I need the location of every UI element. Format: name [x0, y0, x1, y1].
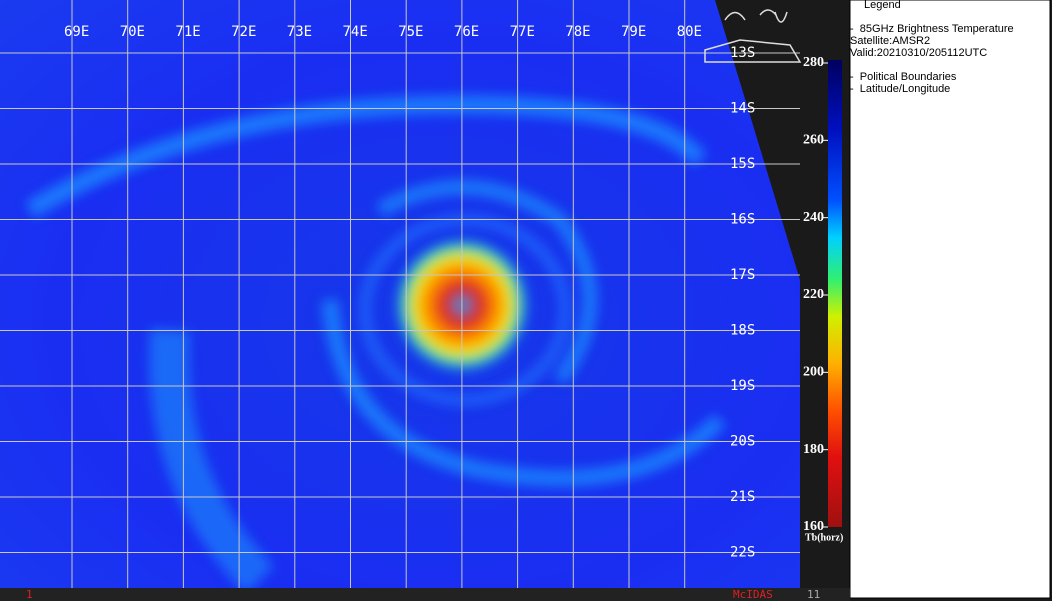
footer-left: 1 [26, 588, 33, 601]
colorbar-label: Tb(horz) [805, 532, 843, 543]
longitude-label: 70E [120, 24, 145, 40]
colorbar-tick-label: 180 [803, 442, 824, 457]
latitude-label: 16S [730, 212, 755, 228]
latitude-label: 22S [730, 545, 755, 561]
legend-satellite: Satellite:AMSR2 [850, 35, 930, 47]
legend-title: Legend [864, 0, 901, 11]
latitude-label: 21S [730, 489, 755, 505]
colorbar-tick-label: 240 [803, 210, 824, 225]
latitude-label: 20S [730, 434, 755, 450]
latitude-label: 14S [730, 101, 755, 117]
longitude-label: 78E [565, 24, 590, 40]
colorbar-tick-label: 220 [803, 287, 824, 302]
longitude-label: 69E [64, 24, 89, 40]
legend-product: - 85GHz Brightness Temperature [850, 23, 1014, 35]
longitude-label: 75E [398, 24, 423, 40]
longitude-label: 71E [175, 24, 200, 40]
longitude-label: 73E [287, 24, 312, 40]
longitude-label: 72E [231, 24, 256, 40]
colorbar-tick-label: 160 [803, 519, 824, 534]
footer-right: 11 [807, 588, 820, 601]
colorbar-tick-label: 280 [803, 55, 824, 70]
logo [704, 9, 802, 63]
satellite-image [0, 0, 800, 595]
longitude-label: 76E [454, 24, 479, 40]
colorbar-tick-label: 200 [803, 365, 824, 380]
longitude-label: 80E [677, 24, 702, 40]
colorbar-ramp [828, 60, 842, 527]
latitude-label: 13S [730, 45, 755, 61]
footer-center: McIDAS [733, 588, 773, 601]
colorbar-tick-label: 260 [803, 133, 824, 148]
footer: 1 McIDAS 11 [0, 588, 850, 601]
legend-valid: Valid:20210310/205112UTC [850, 47, 987, 59]
longitude-label: 77E [510, 24, 535, 40]
colorbar: Tb(horz) 280 260 240 220 200 180 160 [803, 55, 843, 543]
footer-bar [0, 588, 850, 601]
legend-item: - Latitude/Longitude [850, 83, 950, 95]
longitude-label: 79E [621, 24, 646, 40]
legend-item: - Political Boundaries [850, 71, 957, 83]
latitude-label: 15S [730, 156, 755, 172]
lat-lon-grid: 69E 70E 71E 72E 73E 74E 75E 76E 77E 78E 79E 80E 13S 1… [0, 0, 800, 588]
longitude-label: 74E [343, 24, 368, 40]
latitude-label: 19S [730, 378, 755, 394]
legend: Legend - 85GHz Brightness Temperature Sa… [850, 0, 1014, 95]
legend-panel [849, 0, 1051, 599]
latitude-label: 18S [730, 323, 755, 339]
latitude-label: 17S [730, 267, 755, 283]
